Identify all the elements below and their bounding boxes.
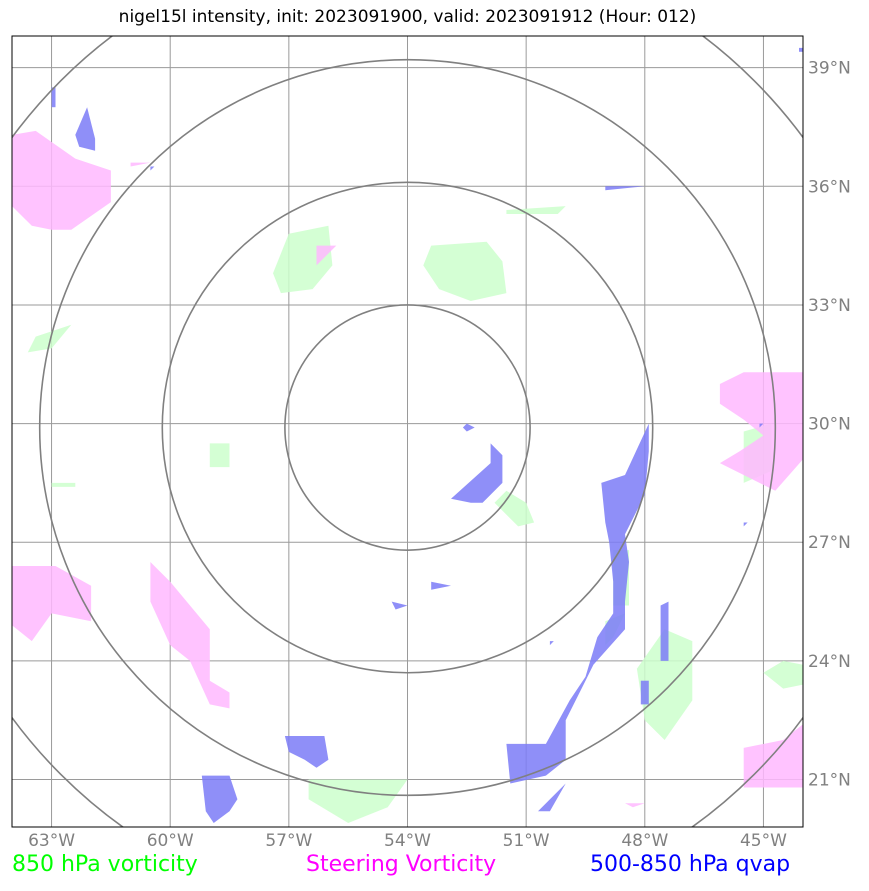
lon-tick-label: 63°W [28, 831, 75, 851]
contour-steering-vorticity [743, 724, 803, 788]
lon-tick-label: 60°W [147, 831, 194, 851]
lat-tick-label: 30°N [808, 415, 851, 435]
lon-tick-label: 48°W [621, 831, 668, 851]
contour-500-850-hpa-qvap [660, 601, 669, 661]
contour-850-hpa-vorticity [27, 324, 72, 353]
contour-850-hpa-vorticity [209, 443, 230, 468]
range-ring [284, 304, 531, 551]
contour-850-hpa-vorticity [308, 779, 408, 823]
lon-tick-label: 57°W [265, 831, 312, 851]
contour-500-850-hpa-qvap [75, 107, 96, 151]
contour-850-hpa-vorticity [494, 490, 535, 527]
contour-500-850-hpa-qvap [538, 783, 566, 812]
lat-tick-label: 33°N [808, 296, 851, 316]
lat-tick-label: 24°N [808, 652, 851, 672]
range-ring [38, 58, 777, 797]
lon-tick-label: 45°W [740, 831, 787, 851]
contour-500-850-hpa-qvap [605, 186, 645, 191]
chart-title: nigel15l intensity, init: 2023091900, va… [118, 7, 697, 27]
contour-850-hpa-vorticity [506, 206, 566, 214]
contour-500-850-hpa-qvap [51, 87, 56, 108]
lon-tick-label: 51°W [503, 831, 550, 851]
contour-500-850-hpa-qvap [391, 601, 408, 610]
contour-steering-vorticity [12, 566, 92, 642]
lat-tick-label: 36°N [808, 177, 851, 197]
contour-850-hpa-vorticity [423, 241, 507, 301]
legend-steering-vorticity: Steering Vorticity [306, 852, 497, 877]
contour-500-850-hpa-qvap [150, 166, 155, 171]
lat-tick-label: 27°N [808, 533, 851, 553]
contour-steering-vorticity [12, 130, 111, 230]
contour-500-850-hpa-qvap [451, 443, 503, 503]
contour-500-850-hpa-qvap [431, 581, 451, 590]
contour-850-hpa-vorticity [763, 660, 803, 689]
contour-850-hpa-vorticity [51, 482, 76, 487]
contour-500-850-hpa-qvap [201, 775, 238, 823]
contour-850-hpa-vorticity [636, 629, 693, 740]
contour-500-850-hpa-qvap [462, 423, 475, 432]
contour-steering-vorticity [150, 562, 230, 709]
contour-500-850-hpa-qvap [799, 47, 803, 52]
contour-500-850-hpa-qvap [549, 641, 554, 646]
lat-tick-label: 39°N [808, 59, 851, 79]
lon-tick-label: 54°W [384, 831, 431, 851]
range-ring [161, 181, 654, 674]
contour-fills [12, 47, 803, 823]
lat-tick-label: 21°N [808, 771, 851, 791]
contour-500-850-hpa-qvap [284, 736, 329, 768]
map-frame [11, 35, 804, 828]
contour-steering-vorticity [130, 162, 151, 167]
contour-steering-vorticity [719, 372, 803, 491]
axis-ticks: 63°W 60°W 57°W 54°W 51°W 48°W 45°W 39°N 36°N 33°N… [28, 59, 851, 851]
contour-steering-vorticity [316, 245, 337, 266]
contour-500-850-hpa-qvap [640, 680, 649, 705]
contour-steering-vorticity [625, 803, 645, 808]
contour-500-850-hpa-qvap [506, 423, 649, 784]
contour-850-hpa-vorticity [273, 225, 333, 294]
legend-850hpa-vorticity: 850 hPa vorticity [12, 852, 198, 877]
contour-500-850-hpa-qvap [743, 522, 748, 527]
contour-500-850-hpa-qvap [759, 423, 764, 428]
legend-qvap: 500-850 hPa qvap [590, 852, 791, 877]
